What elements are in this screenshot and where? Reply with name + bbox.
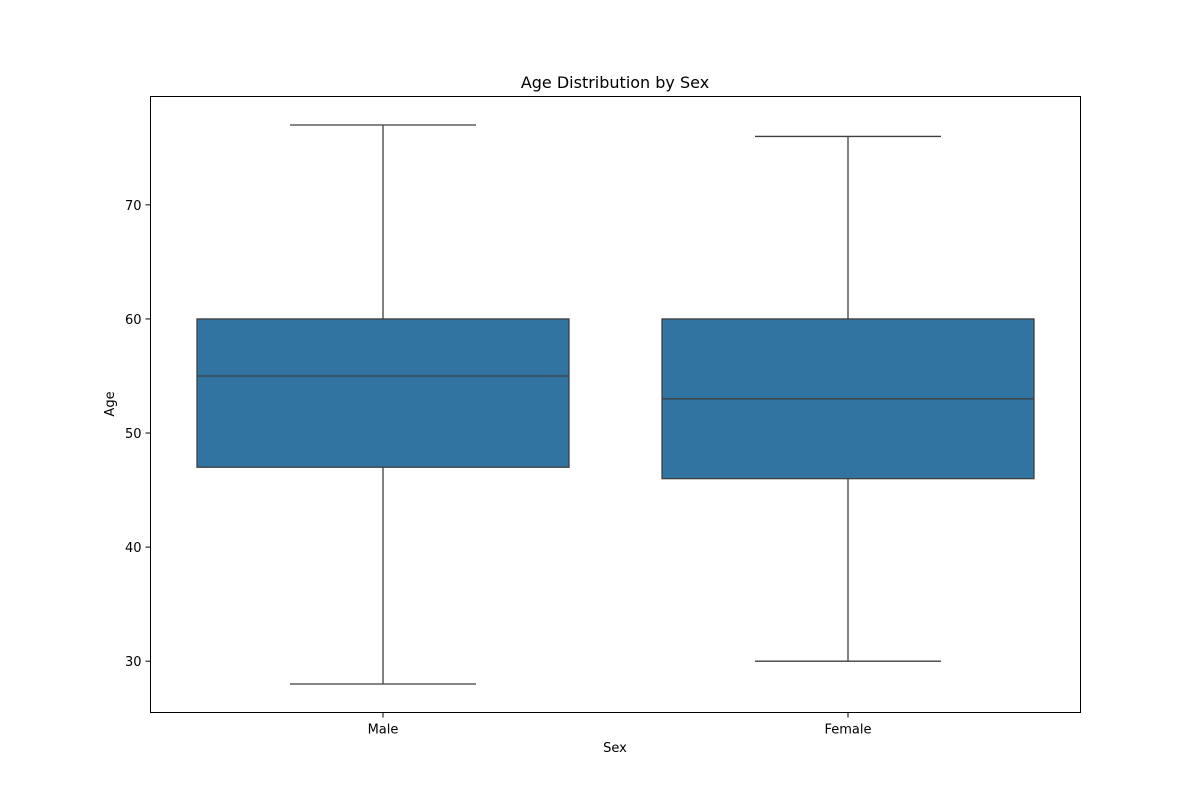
plot-frame: [150, 96, 1081, 713]
iqr-box-male: [196, 318, 570, 468]
y-tick-label: 30: [125, 655, 142, 670]
x-tick-label: Male: [368, 723, 399, 738]
box-group-female: [661, 135, 1035, 662]
x-axis-ticks: Male Female: [368, 712, 872, 738]
y-tick-label: 40: [125, 541, 142, 556]
y-axis-label: Age: [103, 391, 118, 416]
plot-area: [196, 124, 1035, 685]
x-axis-label: Sex: [603, 741, 627, 756]
y-tick-label: 60: [125, 313, 142, 328]
box-group-male: [196, 124, 570, 685]
chart-title: Age Distribution by Sex: [521, 73, 709, 92]
x-tick-label: Female: [824, 723, 871, 738]
y-axis-ticks: 30 40 50 60 70: [125, 199, 151, 670]
y-tick-label: 70: [125, 199, 142, 214]
y-tick-label: 50: [125, 427, 142, 442]
